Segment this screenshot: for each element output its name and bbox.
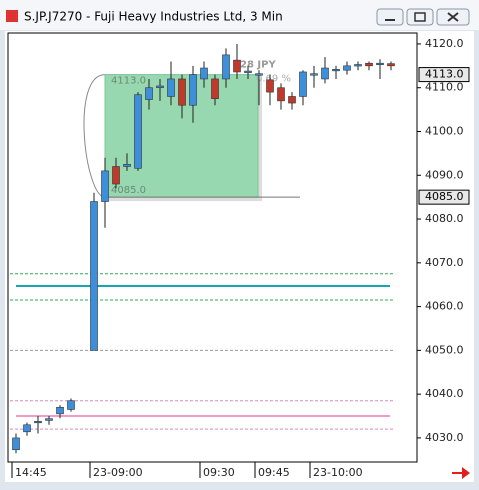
candle-body bbox=[134, 94, 142, 169]
candle-body bbox=[354, 64, 362, 67]
candle-body bbox=[112, 166, 120, 185]
y-tick-label: 4120.0 bbox=[425, 37, 464, 50]
candle-body bbox=[167, 78, 175, 97]
x-tick-label: 09:45 bbox=[258, 466, 290, 479]
candle-body bbox=[56, 406, 64, 415]
candle-body bbox=[45, 418, 53, 421]
candle-body bbox=[365, 62, 373, 67]
range-bottom-label: 4085.0 bbox=[111, 185, 146, 196]
range-top-label: 4113.0 bbox=[111, 76, 146, 87]
minimize-button[interactable] bbox=[376, 8, 404, 26]
candle-body bbox=[101, 170, 109, 202]
candle-body bbox=[321, 67, 329, 80]
y-tick-label: 4050.0 bbox=[425, 343, 464, 356]
candle-body bbox=[211, 78, 219, 99]
candle-body bbox=[387, 63, 395, 67]
y-tick-label: 4060.0 bbox=[425, 300, 464, 313]
y-tick-label: 4040.0 bbox=[425, 387, 464, 400]
candle-body bbox=[90, 201, 98, 351]
candle-body bbox=[233, 59, 241, 73]
price-marker-label: 4085.0 bbox=[425, 190, 464, 203]
candle-body bbox=[12, 437, 20, 451]
price-marker-box bbox=[418, 67, 470, 83]
candle-body bbox=[310, 73, 318, 76]
y-tick-label: 4110.0 bbox=[425, 81, 464, 94]
range-percent-label: 0.69 % bbox=[256, 74, 291, 85]
candle-body bbox=[332, 69, 340, 72]
restore-button[interactable] bbox=[406, 8, 434, 26]
window-title: S.JP.J7270 - Fuji Heavy Industries Ltd, … bbox=[24, 10, 283, 24]
candle-body bbox=[178, 78, 186, 106]
app-icon bbox=[6, 10, 18, 22]
candle-body bbox=[145, 87, 153, 100]
candle-body bbox=[255, 73, 263, 76]
candle-body bbox=[67, 400, 75, 410]
y-tick-label: 4100.0 bbox=[425, 124, 464, 137]
candle-body bbox=[189, 74, 197, 106]
range-arc bbox=[83, 74, 106, 198]
candle-body bbox=[200, 67, 208, 80]
x-tick-label: 09:30 bbox=[203, 466, 235, 479]
x-tick-label: 23-09:00 bbox=[93, 466, 143, 479]
candle-body bbox=[277, 87, 285, 102]
candle-body bbox=[156, 85, 164, 89]
x-tick-label: 23-10:00 bbox=[313, 466, 363, 479]
y-tick-label: 4070.0 bbox=[425, 256, 464, 269]
price-marker-label: 4113.0 bbox=[425, 68, 464, 81]
candle-body bbox=[343, 65, 351, 71]
y-tick-label: 4090.0 bbox=[425, 168, 464, 181]
price-marker-box bbox=[418, 189, 470, 205]
scroll-arrow[interactable] bbox=[452, 467, 470, 479]
x-tick-label: 14:45 bbox=[15, 466, 47, 479]
candle-body bbox=[222, 54, 230, 80]
y-tick-label: 4030.0 bbox=[425, 431, 464, 444]
candle-body bbox=[376, 62, 384, 66]
candle-body bbox=[288, 96, 296, 104]
candle-body bbox=[299, 71, 307, 97]
close-icon bbox=[447, 12, 459, 22]
range-change-label: 28 JPY bbox=[240, 60, 276, 71]
candle-body bbox=[34, 420, 42, 424]
restore-icon bbox=[414, 12, 426, 22]
candle-body bbox=[123, 164, 131, 167]
candle-body bbox=[23, 424, 31, 433]
candle-body bbox=[244, 70, 252, 73]
y-tick-label: 4080.0 bbox=[425, 212, 464, 225]
candle-body bbox=[266, 79, 274, 93]
